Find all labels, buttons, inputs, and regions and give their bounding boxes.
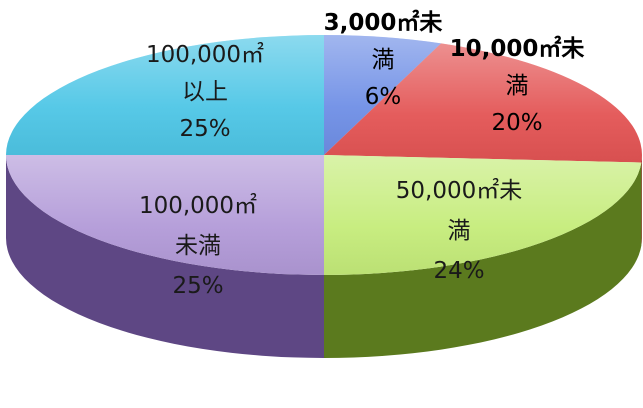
pie-labels: 3,000㎡未満 6%10,000㎡未満 20%50,000㎡未満 24%100,00… — [139, 9, 584, 299]
pie-tops — [6, 35, 642, 275]
slice-2-label-line-2: 満 — [506, 73, 529, 99]
slice-3-side — [324, 162, 642, 358]
slice-2-label-line-1: 10,000㎡未 — [450, 35, 585, 62]
slice-3-label-line-3: 24% — [433, 258, 484, 284]
slice-4-label-line-1: 100,000㎡ — [139, 193, 257, 219]
slice-2-label-line-3: 20% — [491, 110, 542, 136]
slice-5-sheen — [6, 35, 324, 155]
slice-5-label-line-3: 25% — [179, 116, 230, 142]
slice-4-label: 100,000㎡未満 25% — [139, 193, 257, 299]
slice-5-label-line-1: 100,000㎡ — [146, 42, 264, 68]
pie-sides — [6, 155, 642, 358]
slice-4-side — [6, 155, 324, 358]
slice-1-label-line-1: 3,000㎡未 — [324, 9, 443, 36]
slice-5-label-line-2: 以上 — [182, 79, 228, 105]
slice-2-side — [641, 155, 642, 246]
slice-2-sheen — [324, 43, 642, 163]
slice-3-label: 50,000㎡未満 24% — [396, 178, 522, 284]
slice-2-label: 10,000㎡未満 20% — [450, 35, 585, 136]
slice-4-label-line-2: 未満 — [175, 233, 221, 259]
slice-1-label-line-2: 満 — [372, 47, 395, 73]
slice-3-label-line-1: 50,000㎡未 — [396, 178, 522, 204]
slice-5-label: 100,000㎡以上 25% — [146, 42, 264, 142]
slice-4-sheen — [6, 155, 324, 275]
slice-4-label-line-3: 25% — [172, 273, 223, 299]
slice-3-label-line-2: 満 — [448, 218, 471, 244]
slice-1-label-line-3: 6% — [365, 84, 402, 110]
slice-1-label: 3,000㎡未満 6% — [324, 9, 443, 110]
slice-3-sheen — [324, 155, 642, 275]
slice-1-sheen — [324, 35, 442, 155]
